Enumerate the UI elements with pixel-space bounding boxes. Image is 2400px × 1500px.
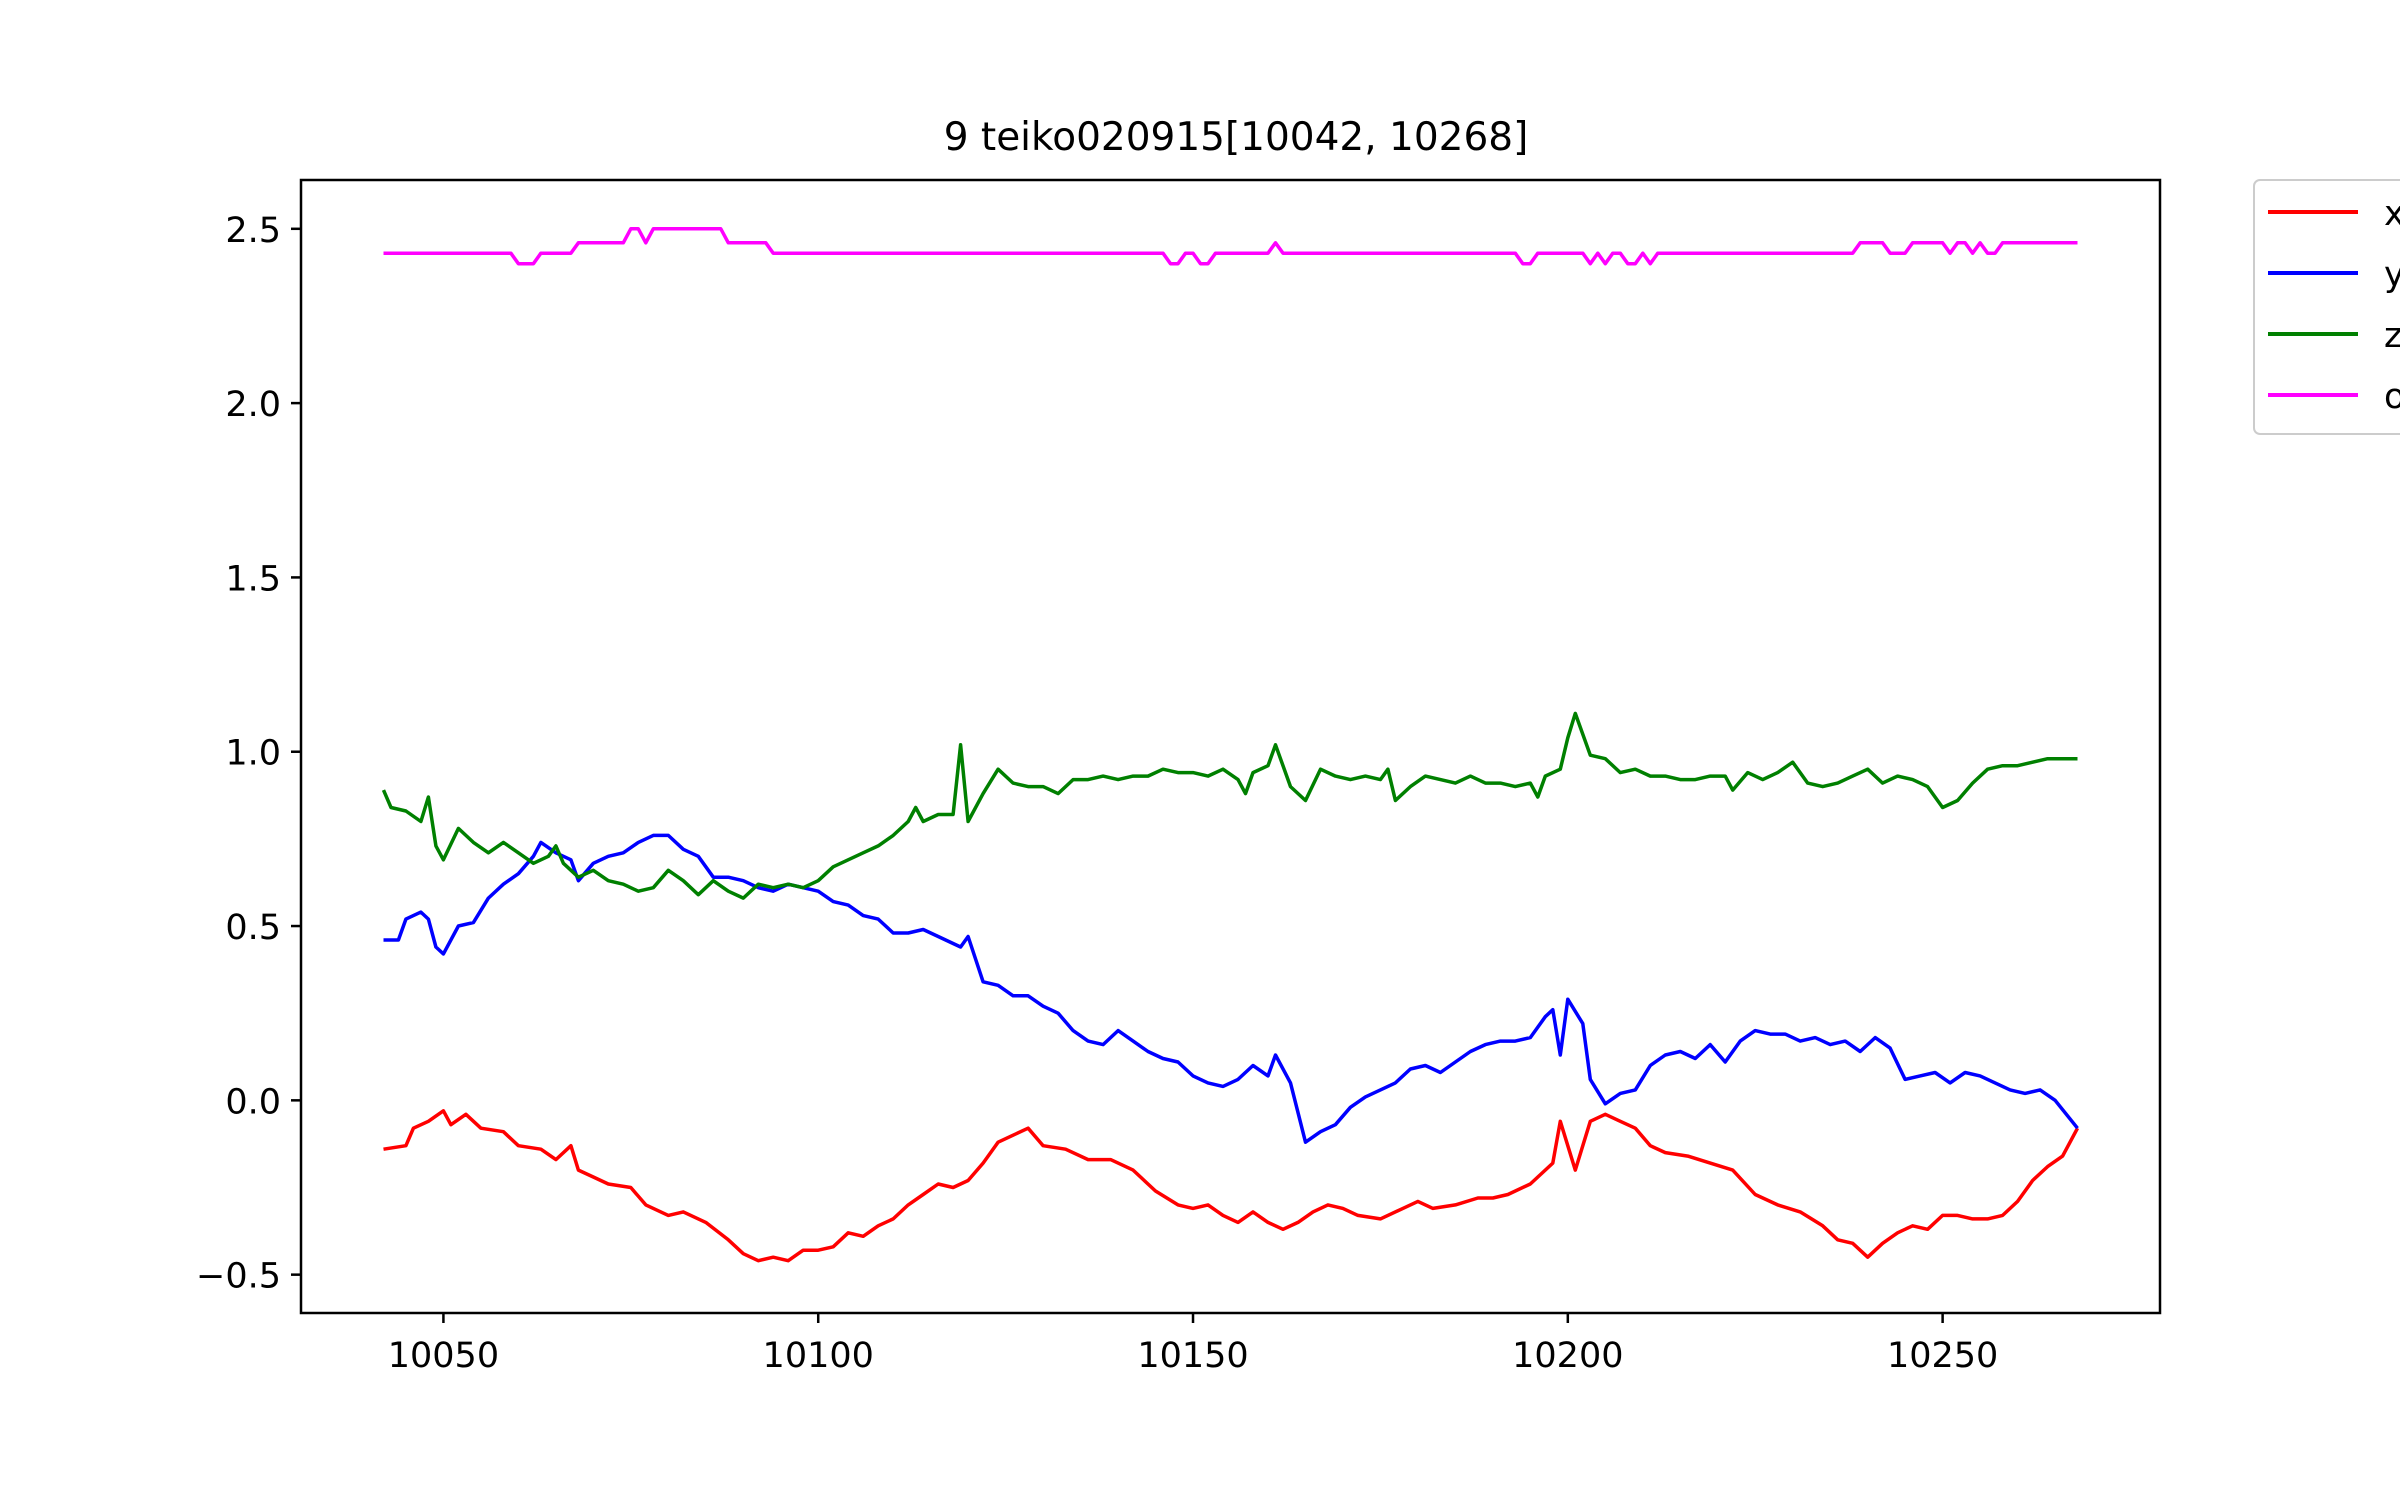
y-tick-label: 1.5	[225, 559, 281, 599]
plot-frame	[299, 178, 2162, 1315]
plot-lines	[381, 227, 2080, 1263]
legend-label-z: z	[2384, 316, 2400, 356]
legend-label-x: x	[2384, 194, 2400, 234]
x-tick-label: 10100	[763, 1336, 874, 1376]
y-tick-label: 2.0	[225, 385, 281, 425]
series-line-x	[383, 1109, 2080, 1263]
y-tick-label: 1.0	[225, 734, 281, 774]
series-line-z	[381, 711, 2078, 900]
x-tick-label: 10150	[1137, 1336, 1248, 1376]
x-tick-label: 10050	[388, 1336, 499, 1376]
series-line-o	[383, 227, 2078, 266]
legend-label-y: y	[2384, 255, 2400, 295]
y-axis: −0.5 0.0 0.5 1.0 1.5 2.0 2.5	[196, 211, 301, 1297]
x-tick-label: 10200	[1512, 1336, 1623, 1376]
x-axis: 10050 10100 10150 10200 10250	[388, 1313, 1998, 1376]
x-tick-label: 10250	[1887, 1336, 1998, 1376]
legend-box	[2253, 179, 2400, 435]
legend-label-o: o	[2384, 377, 2400, 417]
y-tick-label: −0.5	[196, 1257, 281, 1297]
y-tick-label: 0.5	[225, 908, 281, 948]
series-line-y	[383, 833, 2079, 1144]
y-tick-label: 0.0	[225, 1082, 281, 1122]
chart-title: 9 teiko020915[10042, 10268]	[944, 115, 1529, 160]
y-tick-label: 2.5	[225, 211, 281, 251]
